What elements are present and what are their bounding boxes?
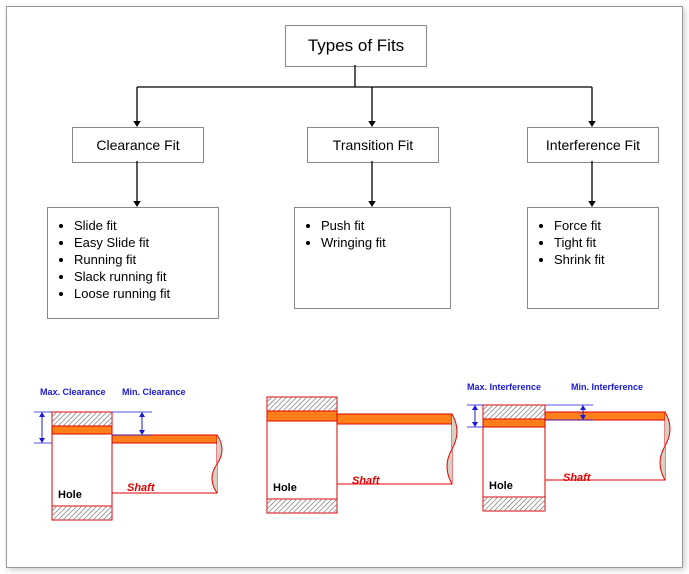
- category-label: Transition Fit: [333, 137, 413, 153]
- shaft-label: Shaft: [563, 472, 591, 484]
- root-label: Types of Fits: [308, 36, 404, 56]
- list-node-clearance: Slide fit Easy Slide fit Running fit Sla…: [47, 207, 219, 319]
- interference-diagram: Max. Interference Min. Interference Hole…: [463, 357, 683, 547]
- transition-diagram: Hole Shaft: [247, 357, 467, 547]
- category-node-interference: Interference Fit: [527, 127, 659, 163]
- clearance-diagram: Max. Clearance Min. Clearance Hole Shaft: [22, 357, 242, 547]
- shaft-label: Shaft: [127, 482, 155, 494]
- list-item: Running fit: [74, 252, 218, 267]
- list-node-interference: Force fit Tight fit Shrink fit: [527, 207, 659, 309]
- category-node-transition: Transition Fit: [307, 127, 439, 163]
- hole-label: Hole: [58, 489, 82, 501]
- fit-list: Push fit Wringing fit: [303, 218, 450, 250]
- fit-list: Force fit Tight fit Shrink fit: [536, 218, 658, 267]
- root-node: Types of Fits: [285, 25, 427, 67]
- diagram-frame: Types of Fits Clearance Fit Transition F…: [6, 6, 683, 568]
- max-clearance-label: Max. Clearance: [40, 387, 106, 397]
- max-interference-label: Max. Interference: [467, 382, 541, 392]
- list-item: Force fit: [554, 218, 658, 233]
- shaft-label: Shaft: [352, 475, 380, 487]
- list-item: Push fit: [321, 218, 450, 233]
- category-node-clearance: Clearance Fit: [72, 127, 204, 163]
- list-item: Tight fit: [554, 235, 658, 250]
- list-node-transition: Push fit Wringing fit: [294, 207, 451, 309]
- fit-diagrams-row: Max. Clearance Min. Clearance Hole Shaft…: [7, 357, 682, 557]
- category-label: Clearance Fit: [96, 137, 179, 153]
- list-item: Shrink fit: [554, 252, 658, 267]
- list-item: Wringing fit: [321, 235, 450, 250]
- category-label: Interference Fit: [546, 137, 640, 153]
- list-item: Loose running fit: [74, 286, 218, 301]
- list-item: Slide fit: [74, 218, 218, 233]
- clearance-svg: [22, 357, 242, 537]
- hole-label: Hole: [489, 480, 513, 492]
- min-clearance-label: Min. Clearance: [122, 387, 186, 397]
- list-item: Easy Slide fit: [74, 235, 218, 250]
- fit-list: Slide fit Easy Slide fit Running fit Sla…: [56, 218, 218, 301]
- hole-label: Hole: [273, 482, 297, 494]
- list-item: Slack running fit: [74, 269, 218, 284]
- min-interference-label: Min. Interference: [571, 382, 643, 392]
- transition-svg: [247, 357, 467, 537]
